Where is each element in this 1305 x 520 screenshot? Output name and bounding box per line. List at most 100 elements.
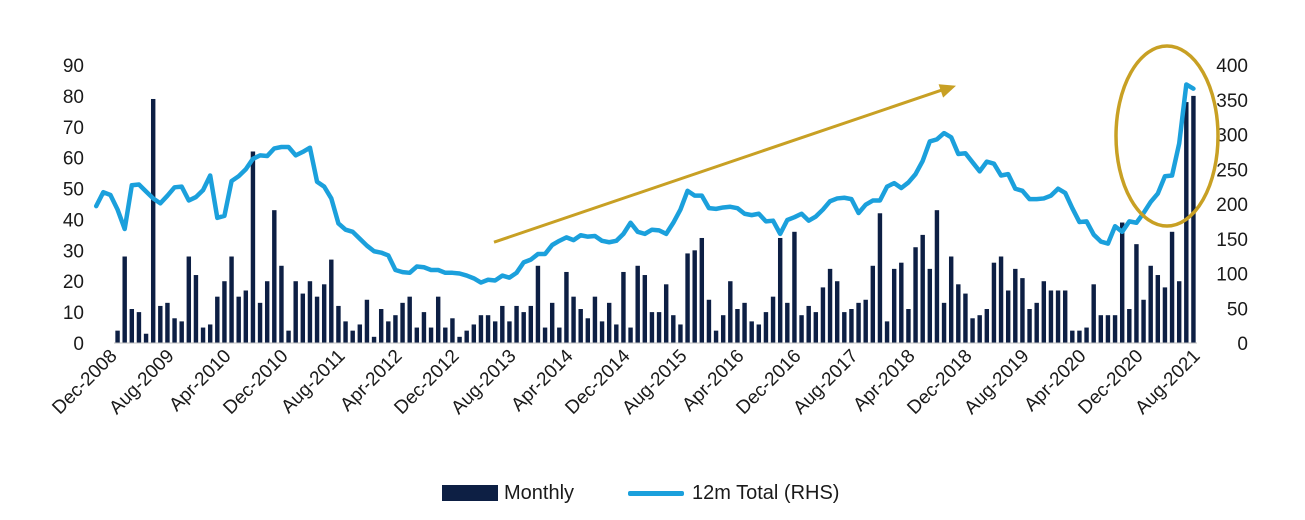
right-tick-label: 150	[1216, 230, 1248, 251]
monthly-bar	[507, 321, 512, 343]
monthly-bars	[115, 95, 1196, 343]
monthly-bar	[777, 237, 783, 343]
legend-swatch-total	[628, 490, 684, 496]
monthly-bar	[621, 271, 626, 343]
monthly-bar	[371, 336, 377, 343]
monthly-bar	[749, 321, 754, 343]
annotations	[493, 44, 1220, 244]
monthly-bar	[236, 296, 241, 343]
monthly-bar	[1091, 284, 1096, 343]
monthly-bar	[585, 318, 591, 343]
monthly-bar	[122, 256, 127, 343]
chart-svg: 0 10 20 30 40 50 60 70 80 90 0 50 100 150 200 250 300 35…	[48, 44, 1248, 419]
trend-arrow-head	[938, 84, 956, 98]
monthly-bar	[984, 309, 990, 343]
monthly-bar	[863, 299, 868, 343]
left-tick-label: 80	[63, 87, 84, 108]
monthly-bar	[635, 265, 640, 343]
total-line	[93, 82, 1196, 285]
right-tick-label: 400	[1216, 56, 1248, 77]
monthly-bar	[478, 315, 484, 343]
monthly-bar	[215, 296, 220, 343]
monthly-bar	[756, 324, 762, 343]
monthly-bar	[827, 268, 833, 343]
monthly-bar	[293, 281, 298, 343]
monthly-bar	[842, 312, 847, 343]
left-tick-label: 70	[63, 118, 84, 139]
monthly-bar	[514, 305, 519, 343]
monthly-bar	[115, 330, 120, 343]
monthly-bar	[421, 312, 427, 343]
highlight-ellipse	[1114, 44, 1220, 228]
monthly-bar	[920, 234, 925, 343]
monthly-bar	[1020, 278, 1025, 343]
left-tick-label: 40	[63, 210, 84, 231]
right-tick-label: 250	[1216, 160, 1248, 181]
monthly-bar	[250, 151, 256, 343]
monthly-bar	[200, 327, 206, 343]
monthly-bar	[713, 330, 719, 343]
monthly-bar	[728, 281, 733, 343]
monthly-bar	[500, 305, 505, 343]
monthly-bar	[699, 237, 705, 343]
monthly-bar	[742, 302, 747, 343]
monthly-bar	[542, 327, 548, 343]
monthly-bar	[179, 321, 184, 343]
right-tick-label: 100	[1216, 265, 1248, 286]
monthly-bar	[386, 321, 391, 343]
monthly-bar	[792, 231, 797, 343]
monthly-bar	[136, 312, 142, 343]
monthly-bar	[1169, 231, 1175, 343]
monthly-bar	[977, 315, 982, 343]
monthly-bar	[1162, 287, 1168, 343]
total-line-layer	[93, 82, 1196, 285]
monthly-bar	[891, 268, 897, 343]
legend-item-monthly: Monthly	[442, 478, 574, 508]
monthly-bar	[300, 293, 306, 343]
monthly-bar	[464, 330, 469, 343]
monthly-bar	[578, 309, 583, 343]
monthly-bar	[941, 302, 947, 343]
monthly-bar	[450, 318, 455, 343]
monthly-bar	[207, 324, 213, 343]
monthly-bar	[158, 305, 163, 343]
monthly-bar	[592, 296, 598, 343]
monthly-bar	[129, 309, 135, 343]
monthly-bar	[1027, 309, 1032, 343]
monthly-bar	[899, 262, 904, 343]
monthly-bar	[1184, 102, 1189, 343]
monthly-bar	[606, 302, 612, 343]
monthly-bar	[378, 309, 384, 343]
monthly-bar	[172, 318, 177, 343]
right-tick-label: 200	[1216, 195, 1248, 216]
monthly-bar	[656, 312, 662, 343]
legend-label-total: 12m Total (RHS)	[692, 481, 840, 504]
monthly-bar	[884, 321, 890, 343]
monthly-bar	[343, 321, 348, 343]
monthly-bar	[535, 265, 541, 343]
left-tick-label: 10	[63, 303, 84, 324]
monthly-bar	[678, 324, 683, 343]
legend-swatch-monthly	[442, 485, 498, 501]
monthly-bar	[314, 296, 320, 343]
monthly-bar	[1148, 265, 1153, 343]
monthly-bar	[763, 312, 769, 343]
monthly-bar	[991, 262, 997, 343]
monthly-bar	[770, 296, 776, 343]
left-tick-label: 20	[63, 272, 84, 293]
monthly-bar	[307, 281, 313, 343]
monthly-bar	[1048, 290, 1054, 343]
right-tick-label: 50	[1227, 299, 1248, 320]
monthly-bar	[336, 305, 341, 343]
monthly-bar	[528, 305, 534, 343]
monthly-bar	[364, 299, 370, 343]
monthly-bar	[813, 312, 819, 343]
monthly-bar	[243, 290, 249, 343]
monthly-bar	[1191, 95, 1196, 343]
monthly-bar	[671, 315, 676, 343]
left-tick-label: 0	[73, 334, 84, 355]
left-tick-label: 50	[63, 180, 84, 201]
monthly-bar	[934, 210, 940, 343]
monthly-bar	[1176, 281, 1182, 343]
left-y-axis: 0 10 20 30 40 50 60 70 80 90	[63, 56, 84, 355]
